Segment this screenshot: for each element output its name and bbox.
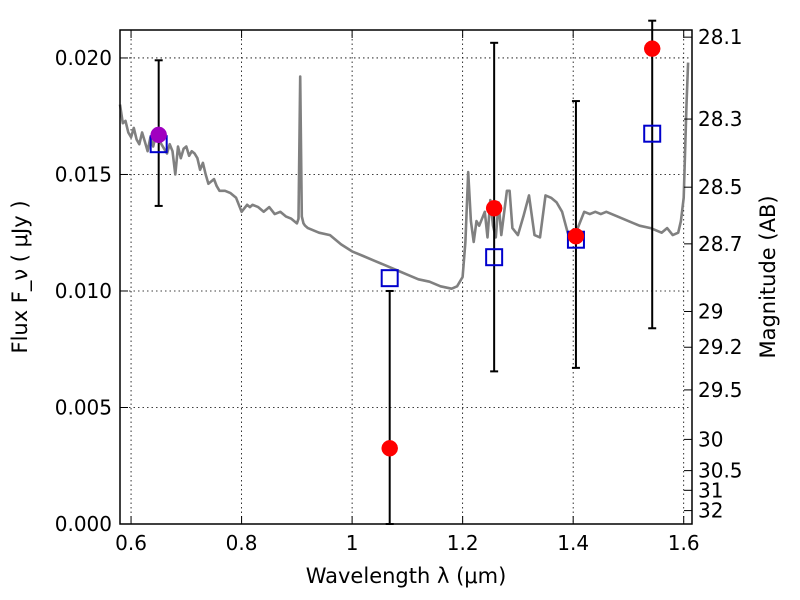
spectrum-line — [118, 62, 690, 291]
y-axis-label: Flux F_ν ( μJy ) — [8, 200, 33, 353]
magnitude-tick-label: 29 — [698, 299, 723, 323]
model-point-square — [380, 269, 399, 288]
axis-ticks: 0.6 0.8 1 1.2 1.4 1.6 0.000 0.005 0.010 0.015 0.02… — [55, 25, 743, 555]
model-point-square — [485, 248, 504, 267]
magnitude-tick-label: 30.5 — [698, 459, 743, 483]
x-tick-label: 1.2 — [447, 531, 479, 555]
grid-lines — [120, 30, 692, 525]
y-tick-label: 0.015 — [55, 162, 112, 186]
magnitude-tick-label: 28.1 — [698, 25, 743, 49]
x-tick-label: 0.6 — [115, 531, 147, 555]
observed-point-circle — [643, 40, 661, 57]
plot-area — [118, 19, 690, 525]
x-tick-label: 1.4 — [557, 531, 589, 555]
magnitude-tick-label: 28.3 — [698, 107, 743, 131]
observed-point-circle — [381, 440, 398, 457]
y-tick-label: 0.005 — [55, 395, 112, 419]
model-point-square — [643, 124, 662, 143]
plot-frame — [119, 29, 693, 525]
magnitude-tick-label: 31 — [698, 478, 723, 502]
observed-point-circle — [567, 227, 585, 245]
x-tick-label: 1.6 — [668, 531, 700, 555]
magnitude-tick-label: 29.2 — [698, 335, 743, 359]
x-tick-label: 1 — [346, 531, 359, 555]
magnitude-axis-label: Magnitude (AB) — [756, 195, 780, 358]
x-tick-label: 0.8 — [226, 531, 258, 555]
observed-point-circle — [485, 200, 503, 217]
magnitude-tick-label: 29.5 — [698, 378, 743, 402]
magnitude-tick-label: 28.7 — [698, 232, 743, 256]
magnitude-tick-label: 28.5 — [698, 175, 743, 199]
x-axis-label: Wavelength λ (μm) — [306, 564, 507, 588]
y-tick-label: 0.020 — [55, 46, 112, 70]
magnitude-tick-label: 30 — [698, 427, 723, 451]
y-tick-label: 0.010 — [55, 279, 112, 303]
observed-point-circle — [150, 126, 167, 144]
y-tick-label: 0.000 — [55, 512, 112, 536]
magnitude-tick-label: 32 — [698, 499, 723, 523]
